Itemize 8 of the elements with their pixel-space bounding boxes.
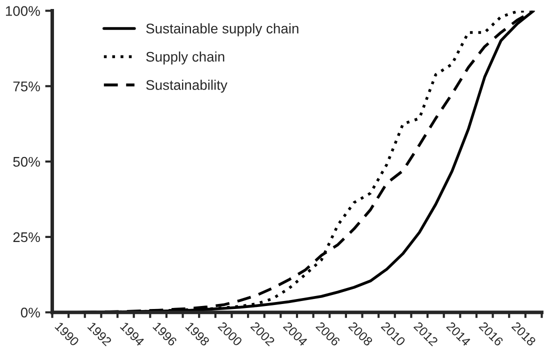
y-tick-label: 100%	[6, 6, 40, 16]
y-tick-label: 0%	[20, 308, 40, 318]
y-tick-label: 25%	[13, 232, 40, 242]
legend-label: Supply chain	[146, 51, 224, 64]
legend-label: Sustainability	[146, 80, 228, 93]
legend-label: Sustainable supply chain	[146, 23, 298, 36]
y-tick-label: 50%	[13, 156, 40, 167]
y-tick-label: 75%	[13, 82, 40, 92]
